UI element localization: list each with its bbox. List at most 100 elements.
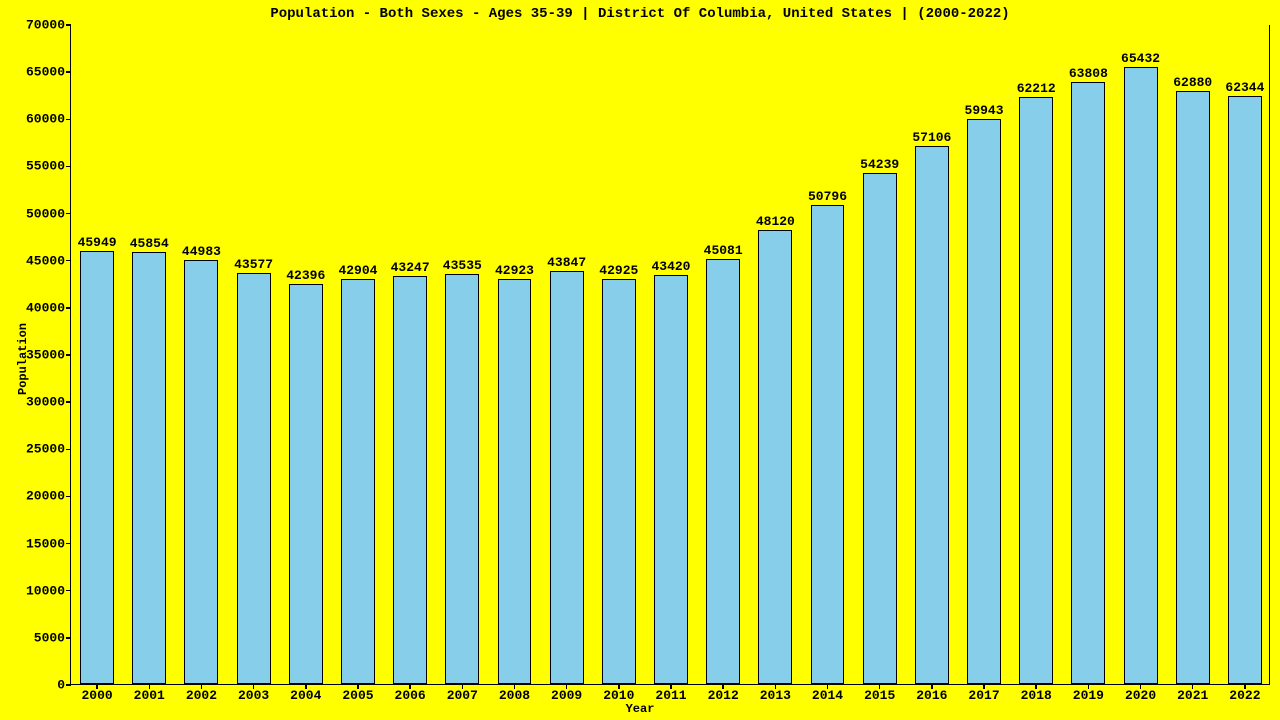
x-tick-mark: [670, 684, 672, 689]
x-tick-mark: [201, 684, 203, 689]
bar-value-label: 45081: [704, 243, 743, 260]
bar-value-label: 62344: [1225, 80, 1264, 97]
x-tick-mark: [149, 684, 151, 689]
x-tick-mark: [931, 684, 933, 689]
x-tick-mark: [462, 684, 464, 689]
bar: 48120: [758, 230, 792, 684]
y-tick-label: 10000: [26, 583, 71, 598]
bar: 57106: [915, 146, 949, 684]
x-tick-mark: [1088, 684, 1090, 689]
x-tick-mark: [827, 684, 829, 689]
bar-value-label: 63808: [1069, 66, 1108, 83]
x-tick-mark: [514, 684, 516, 689]
bar-value-label: 42904: [338, 263, 377, 280]
bar-value-label: 44983: [182, 244, 221, 261]
y-tick-mark: [66, 166, 71, 168]
bar-value-label: 62212: [1017, 81, 1056, 98]
bar-value-label: 43577: [234, 257, 273, 274]
y-tick-mark: [66, 307, 71, 309]
chart-title: Population - Both Sexes - Ages 35-39 | D…: [0, 6, 1280, 22]
bar: 62344: [1228, 96, 1262, 684]
x-tick-mark: [983, 684, 985, 689]
bar-value-label: 50796: [808, 189, 847, 206]
x-tick-mark: [618, 684, 620, 689]
y-tick-mark: [66, 213, 71, 215]
bar-value-label: 45854: [130, 236, 169, 253]
bar: 62212: [1019, 97, 1053, 684]
bar: 43847: [550, 271, 584, 684]
y-tick-mark: [66, 590, 71, 592]
bar-value-label: 59943: [965, 103, 1004, 120]
bar-value-label: 42396: [286, 268, 325, 285]
y-tick-label: 25000: [26, 442, 71, 457]
bar: 43535: [445, 274, 479, 684]
y-tick-label: 15000: [26, 536, 71, 551]
y-tick-mark: [66, 401, 71, 403]
y-tick-mark: [66, 24, 71, 26]
x-tick-mark: [722, 684, 724, 689]
y-tick-mark: [66, 496, 71, 498]
bar: 45949: [80, 251, 114, 684]
bar: 59943: [967, 119, 1001, 684]
bar: 50796: [811, 205, 845, 684]
bar-value-label: 62880: [1173, 75, 1212, 92]
bar: 45854: [132, 252, 166, 684]
bar: 54239: [863, 173, 897, 684]
bar: 42923: [498, 279, 532, 684]
x-tick-mark: [305, 684, 307, 689]
y-tick-label: 20000: [26, 489, 71, 504]
bar: 43247: [393, 276, 427, 684]
bar-value-label: 42925: [599, 263, 638, 280]
y-tick-mark: [66, 637, 71, 639]
y-tick-label: 70000: [26, 18, 71, 33]
bar: 45081: [706, 259, 740, 684]
x-tick-mark: [1140, 684, 1142, 689]
bar-value-label: 48120: [756, 214, 795, 231]
y-tick-mark: [66, 449, 71, 451]
y-tick-label: 55000: [26, 159, 71, 174]
bar-value-label: 57106: [912, 130, 951, 147]
x-tick-mark: [253, 684, 255, 689]
bar: 42396: [289, 284, 323, 684]
y-tick-mark: [66, 260, 71, 262]
bar: 42925: [602, 279, 636, 684]
x-tick-mark: [409, 684, 411, 689]
x-tick-mark: [96, 684, 98, 689]
bar: 65432: [1124, 67, 1158, 684]
bar: 62880: [1176, 91, 1210, 684]
y-tick-label: 30000: [26, 395, 71, 410]
y-tick-mark: [66, 119, 71, 121]
bar-value-label: 45949: [78, 235, 117, 252]
x-tick-mark: [775, 684, 777, 689]
y-tick-label: 60000: [26, 112, 71, 127]
bar: 43420: [654, 275, 688, 684]
x-tick-mark: [1192, 684, 1194, 689]
x-axis-label: Year: [0, 702, 1280, 716]
bar-value-label: 43535: [443, 258, 482, 275]
bar: 63808: [1071, 82, 1105, 684]
y-tick-label: 65000: [26, 65, 71, 80]
chart-container: Population - Both Sexes - Ages 35-39 | D…: [0, 0, 1280, 720]
x-tick-mark: [1035, 684, 1037, 689]
plot-area: 0500010000150002000025000300003500040000…: [70, 25, 1270, 685]
bar-value-label: 43847: [547, 255, 586, 272]
bar: 42904: [341, 279, 375, 684]
y-tick-label: 50000: [26, 206, 71, 221]
bar-value-label: 54239: [860, 157, 899, 174]
y-tick-mark: [66, 543, 71, 545]
x-tick-mark: [1244, 684, 1246, 689]
y-axis-label: Population: [16, 323, 30, 395]
bar: 43577: [237, 273, 271, 684]
bar-value-label: 43420: [651, 259, 690, 276]
x-tick-mark: [357, 684, 359, 689]
y-tick-mark: [66, 71, 71, 73]
bar: 44983: [184, 260, 218, 684]
bar-value-label: 65432: [1121, 51, 1160, 68]
x-tick-mark: [879, 684, 881, 689]
x-tick-mark: [566, 684, 568, 689]
y-tick-label: 45000: [26, 253, 71, 268]
y-tick-label: 40000: [26, 300, 71, 315]
y-tick-mark: [66, 684, 71, 686]
y-tick-mark: [66, 354, 71, 356]
y-tick-label: 35000: [26, 348, 71, 363]
